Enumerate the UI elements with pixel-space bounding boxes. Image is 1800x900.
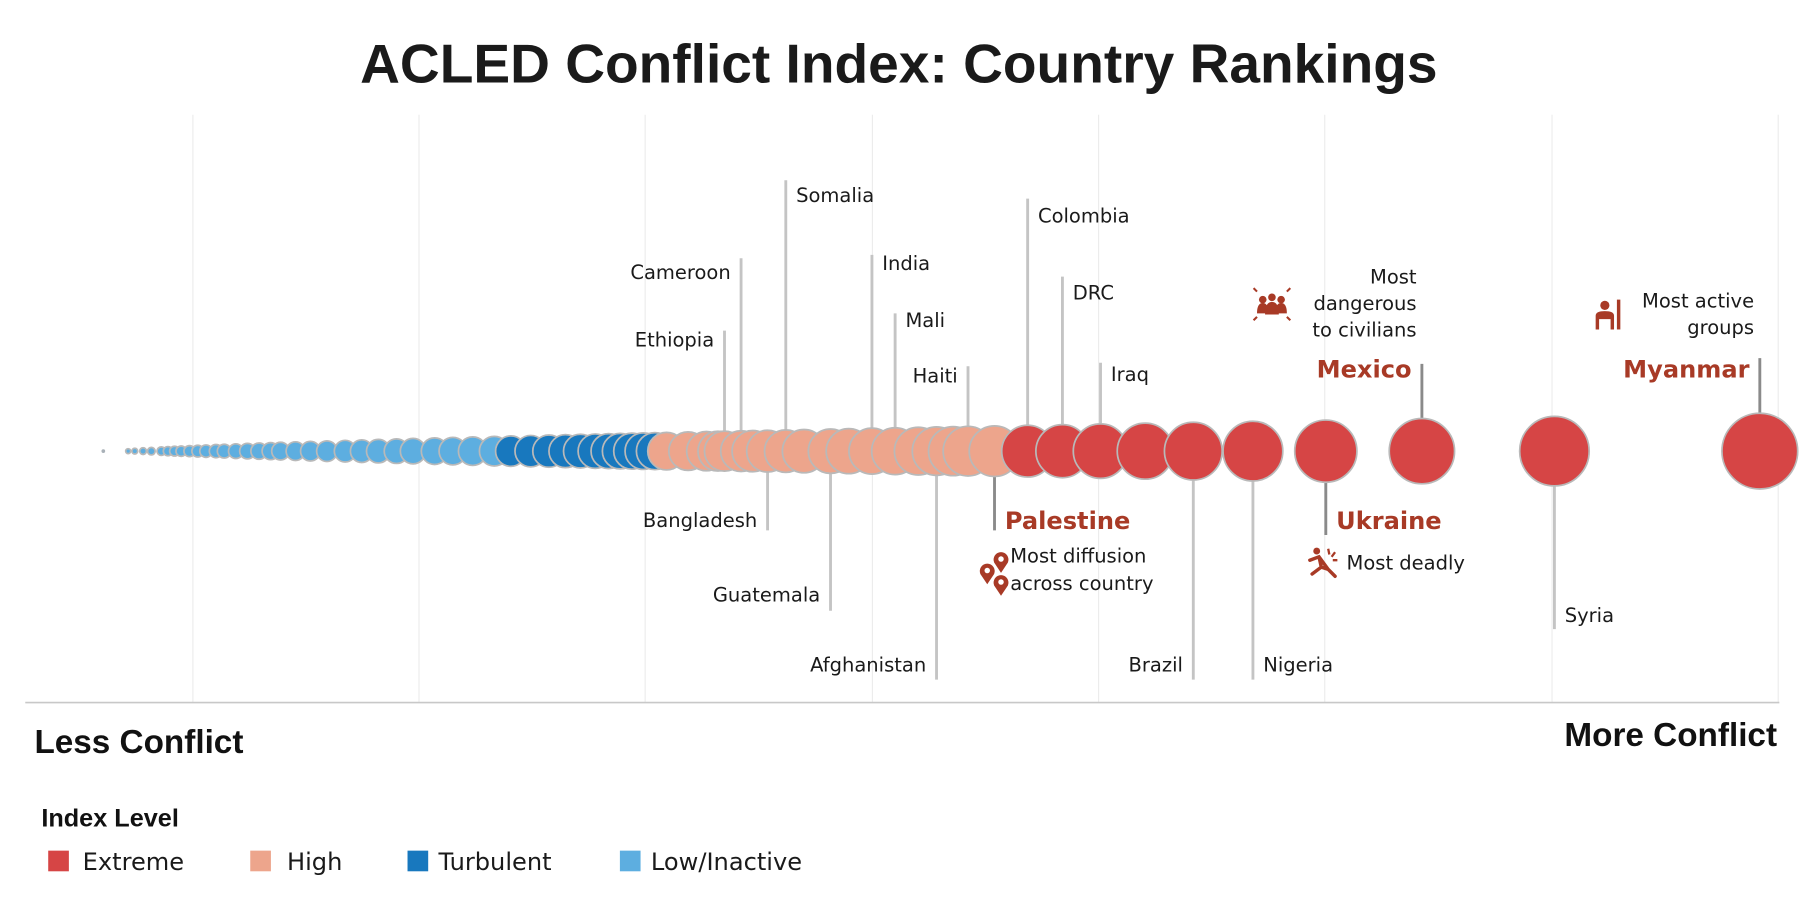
person-head xyxy=(1277,295,1285,304)
bubble-mexico xyxy=(1388,417,1456,485)
falling-person-head xyxy=(1313,547,1321,555)
country-label-ukraine: Ukraine xyxy=(1336,507,1441,535)
annotation-text: Most diffusion xyxy=(1010,545,1146,568)
country-labels: Ethiopia Cameroon Bangladesh Somalia Guatema… xyxy=(630,184,1749,677)
annotation-mexico: Most dangerous to civilians xyxy=(1252,266,1417,341)
country-label-cameroon: Cameroon xyxy=(630,261,730,284)
legend: Extreme High Turbulent Low/Inactive xyxy=(48,848,802,876)
legend-item-high: High xyxy=(250,848,342,876)
bubble-brazil xyxy=(1163,421,1224,481)
legend-swatch xyxy=(250,850,271,872)
country-label-drc: DRC xyxy=(1073,282,1114,305)
falling-person-body xyxy=(1308,554,1337,578)
legend-title: Index Level xyxy=(41,805,179,833)
legend-item-extreme: Extreme xyxy=(48,848,184,876)
legend-item-turbulent: Turbulent xyxy=(407,848,552,876)
country-label-guatemala: Guatemala xyxy=(713,584,820,607)
annotation-ukraine: Most deadly xyxy=(1308,547,1465,578)
bubbles xyxy=(101,412,1799,490)
people-bodies xyxy=(1257,301,1287,315)
country-label-brazil: Brazil xyxy=(1129,654,1183,677)
legend-swatch xyxy=(407,850,429,872)
person-head xyxy=(1268,293,1276,302)
country-label-afghanistan: Afghanistan xyxy=(810,654,926,677)
annotation-palestine: Most diffusion across country xyxy=(979,545,1153,596)
bubble-other xyxy=(101,449,106,453)
legend-label: High xyxy=(287,848,342,876)
country-label-ethiopia: Ethiopia xyxy=(635,329,714,352)
alert-ray xyxy=(1252,316,1258,322)
legend-label: Turbulent xyxy=(438,848,552,876)
annotation-text: to civilians xyxy=(1312,318,1416,341)
map-pin xyxy=(993,552,1009,573)
map-pin xyxy=(979,563,995,585)
country-label-india: India xyxy=(882,252,930,275)
chart-title: ACLED Conflict Index: Country Rankings xyxy=(360,33,1437,95)
fatality-icon xyxy=(1308,547,1338,578)
armed-group-icon xyxy=(1595,299,1621,330)
annotation-text: groups xyxy=(1687,316,1754,339)
annotation-text: Most xyxy=(1370,266,1417,289)
person-head xyxy=(1258,295,1267,304)
bubble-low xyxy=(124,447,132,455)
more-conflict-label: More Conflict xyxy=(1564,717,1777,754)
less-conflict-label: Less Conflict xyxy=(34,724,243,761)
country-label-colombia: Colombia xyxy=(1038,205,1130,228)
bubble-low xyxy=(146,446,157,456)
alert-ray xyxy=(1286,287,1292,293)
country-label-mali: Mali xyxy=(905,309,945,332)
legend-label: Extreme xyxy=(83,848,184,876)
country-label-somalia: Somalia xyxy=(796,184,874,207)
civilians-icon xyxy=(1252,287,1292,322)
annotation-text: Most deadly xyxy=(1347,551,1465,574)
annotation-text: Most active xyxy=(1642,290,1754,313)
annotation-text: dangerous xyxy=(1313,292,1416,315)
legend-swatch xyxy=(48,850,69,872)
legend-item-low: Low/Inactive xyxy=(619,848,802,876)
map-pin-hole xyxy=(998,579,1004,585)
legend-label: Low/Inactive xyxy=(651,848,802,876)
country-label-nigeria: Nigeria xyxy=(1263,654,1333,677)
soldier-body xyxy=(1595,311,1615,330)
legend-swatch xyxy=(619,850,641,872)
country-label-mexico: Mexico xyxy=(1317,356,1412,384)
map-pin-hole xyxy=(998,556,1004,562)
map-pin xyxy=(993,575,1009,596)
bubble-ukraine xyxy=(1293,419,1358,484)
annotations: Most dangerous to civilians Most active grou… xyxy=(979,266,1754,596)
country-label-syria: Syria xyxy=(1565,604,1614,627)
bubble-low xyxy=(138,446,148,456)
country-label-iraq: Iraq xyxy=(1111,363,1149,386)
alert-ray xyxy=(1252,287,1258,293)
country-label-haiti: Haiti xyxy=(913,364,958,387)
bubble-low xyxy=(131,447,139,455)
alert-ray xyxy=(1286,316,1292,322)
map-pin-hole xyxy=(984,567,990,574)
bubble-myanmar xyxy=(1721,412,1799,490)
soldier-head xyxy=(1600,300,1610,310)
country-label-palestine: Palestine xyxy=(1005,507,1130,535)
bubble-syria xyxy=(1518,415,1591,487)
bubble-nigeria xyxy=(1222,420,1284,482)
gridlines xyxy=(192,114,1779,703)
annotation-myanmar: Most active groups xyxy=(1595,290,1754,339)
country-label-bangladesh: Bangladesh xyxy=(643,509,757,532)
impact-lines xyxy=(1327,548,1338,562)
annotation-text: across country xyxy=(1010,572,1153,595)
country-label-myanmar: Myanmar xyxy=(1623,356,1749,384)
map-pins-icon xyxy=(979,552,1009,596)
